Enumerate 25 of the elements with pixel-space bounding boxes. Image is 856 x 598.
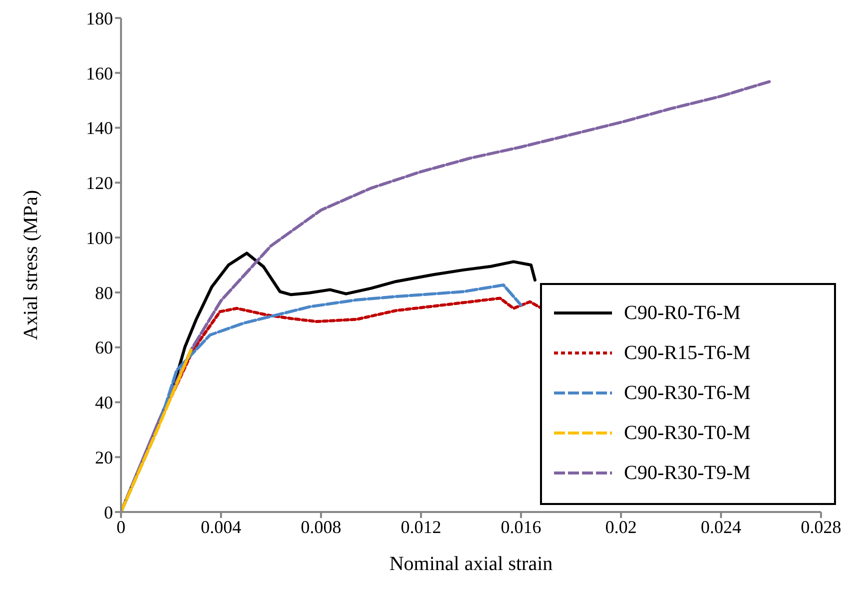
y-tick-label: 160 (86, 63, 113, 84)
legend-label: C90-R30-T9-M (624, 462, 751, 484)
x-tick-label: 0 (116, 516, 126, 537)
y-tick-label: 80 (95, 282, 113, 303)
y-tick-label: 120 (86, 173, 113, 194)
legend-label: C90-R30-T0-M (624, 422, 751, 444)
x-axis-title: Nominal axial strain (389, 553, 553, 575)
legend-label: C90-R0-T6-M (624, 302, 741, 324)
x-tick-label: 0.02 (605, 516, 637, 537)
x-tick-label: 0.028 (800, 516, 842, 537)
x-tick-label: 0.016 (500, 516, 542, 537)
y-tick-label: 60 (95, 338, 113, 358)
y-tick-label: 180 (86, 8, 113, 28)
y-tick-label: 140 (86, 118, 113, 138)
x-tick-label: 0.008 (300, 516, 342, 537)
y-tick-label: 100 (86, 228, 113, 248)
y-axis-title: Axial stress (MPa) (20, 190, 42, 340)
x-tick-label: 0.024 (700, 516, 742, 537)
y-tick-label: 0 (104, 502, 113, 522)
x-tick-label: 0.012 (400, 516, 442, 537)
y-tick-label: 40 (95, 392, 113, 413)
y-tick-label: 20 (95, 448, 113, 468)
legend-label: C90-R30-T6-M (624, 382, 751, 404)
legend-label: C90-R15-T6-M (624, 342, 751, 364)
x-tick-label: 0.004 (200, 516, 242, 537)
